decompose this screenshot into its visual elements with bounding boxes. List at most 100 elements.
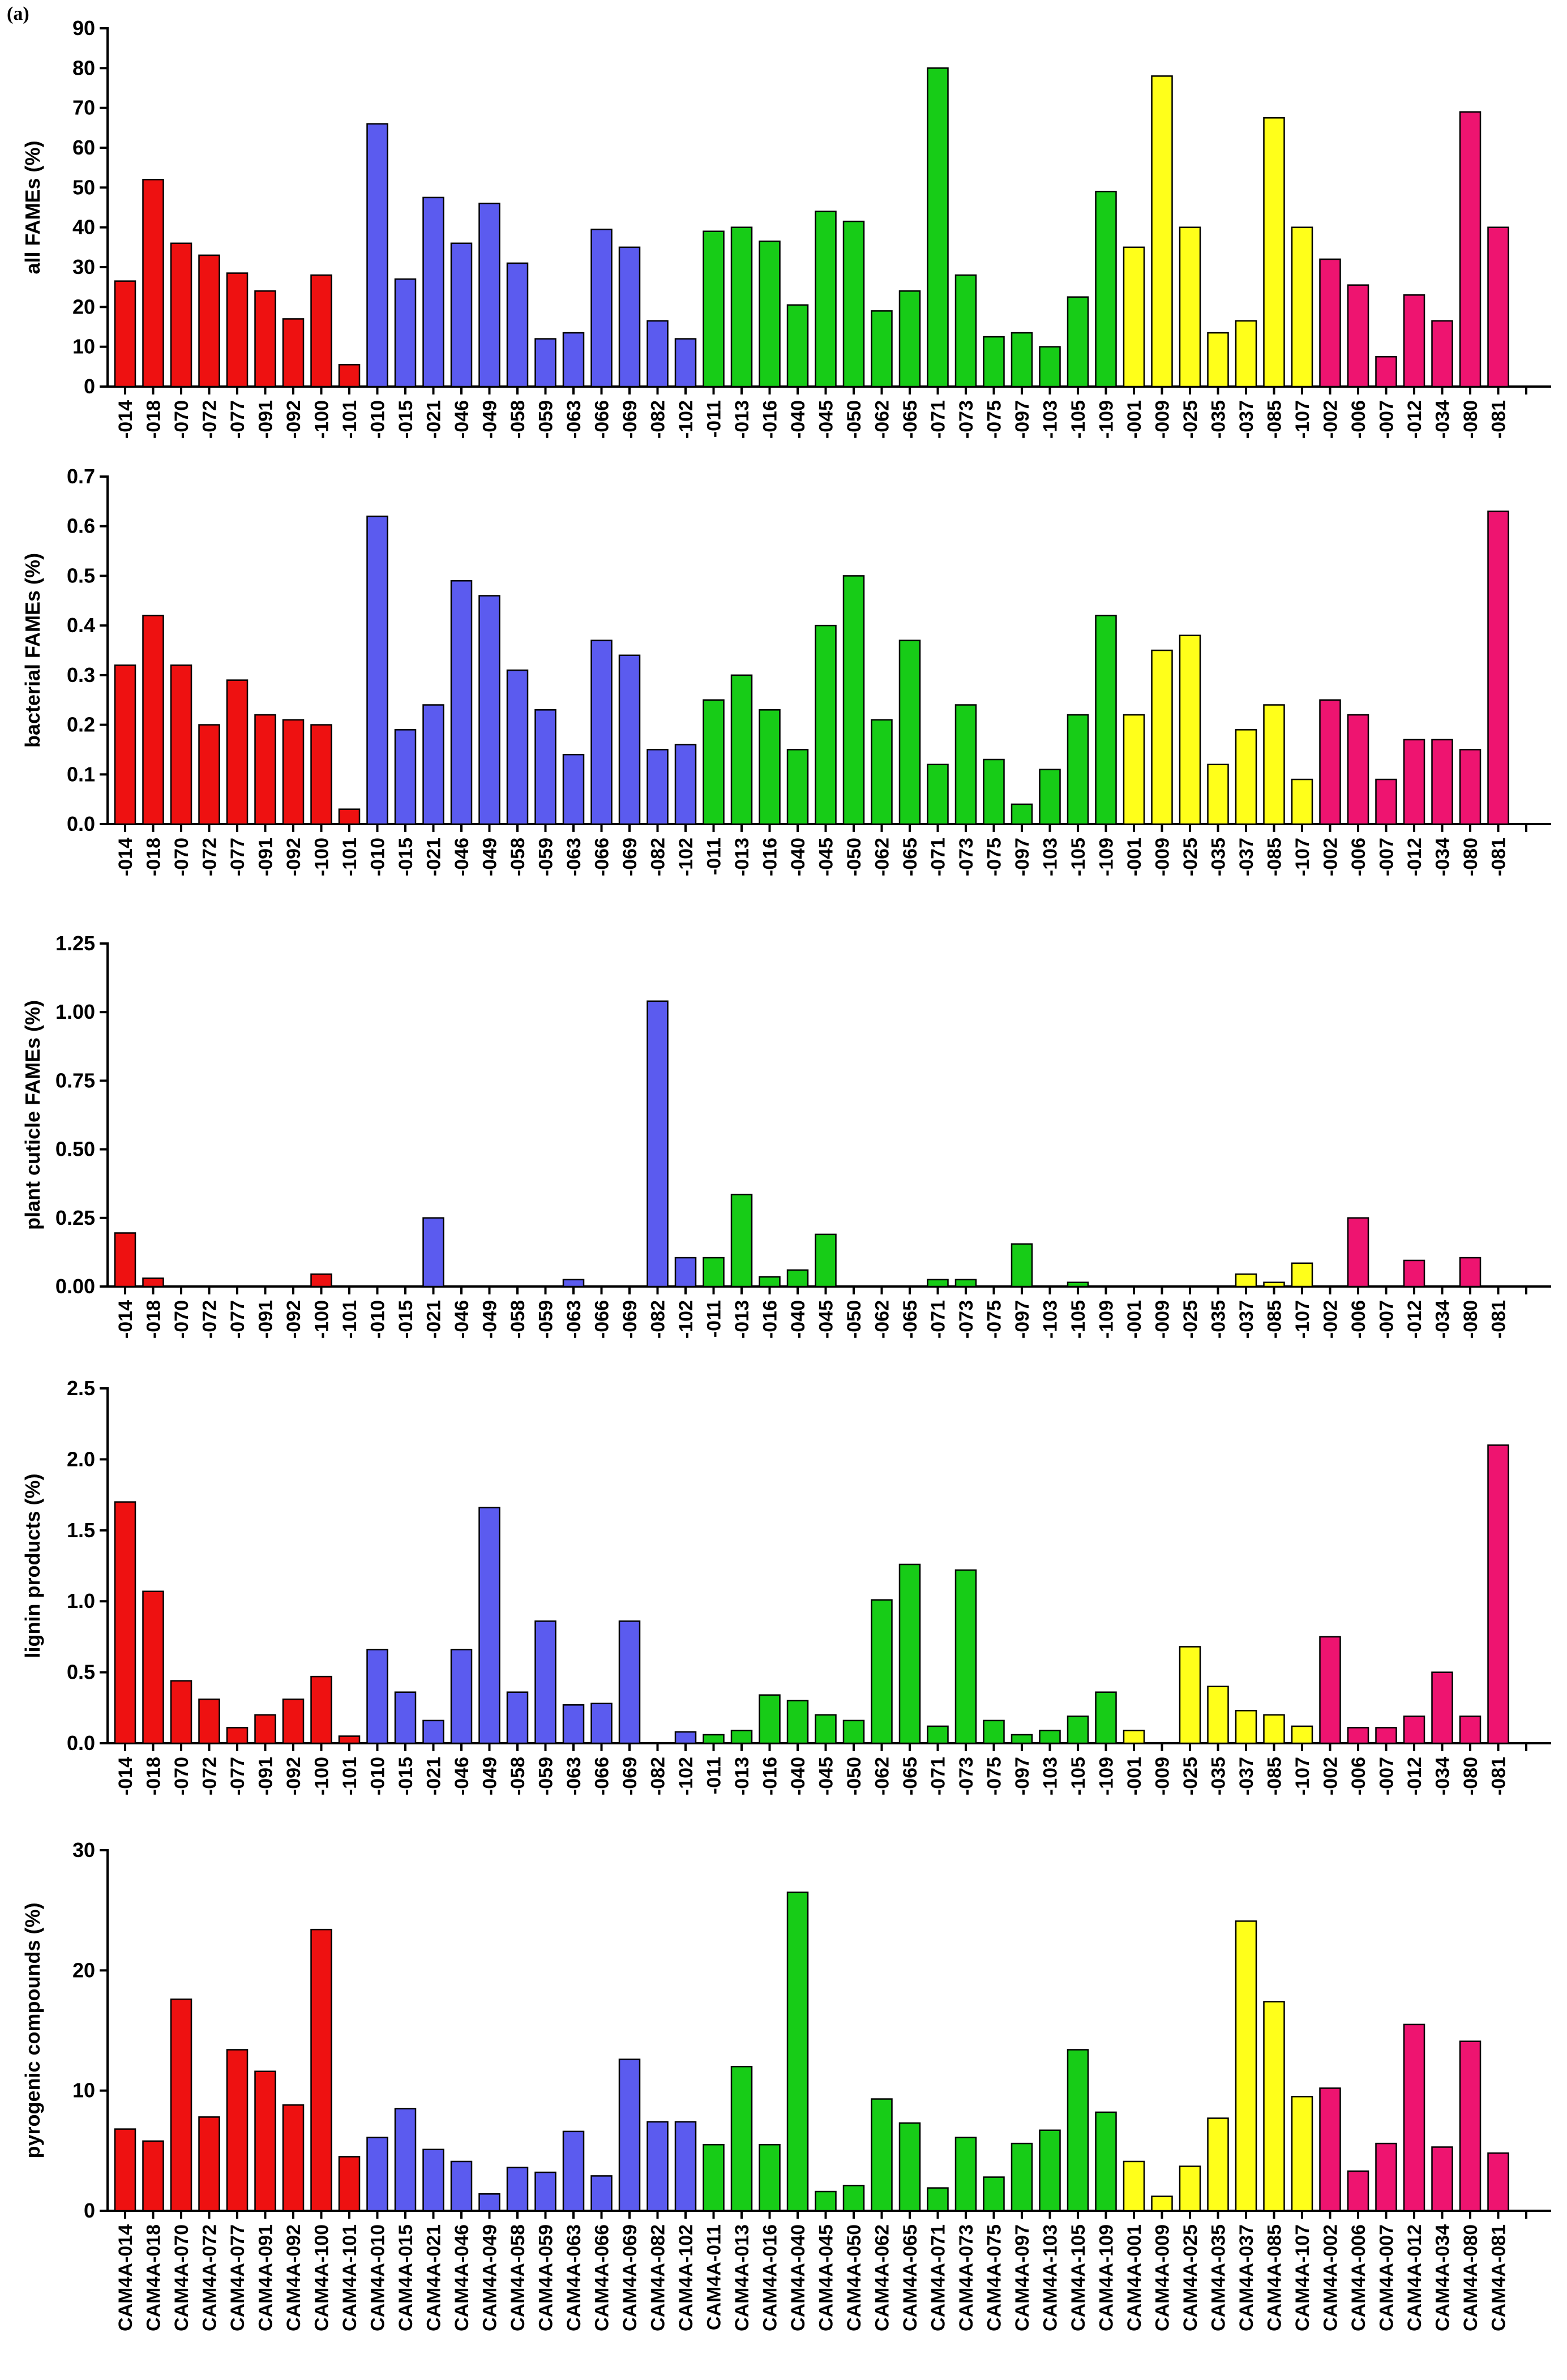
bar <box>366 515 388 825</box>
bar <box>1431 2146 1453 2212</box>
x-tick-label: -107 <box>1292 1300 1313 1339</box>
y-tick-label: 0.1 <box>67 762 95 786</box>
x-tick-label: -012 <box>1404 838 1425 876</box>
chart-panel-5: 0 10 20 30 pyrogenic compounds (%) CAM4A-014 C… <box>21 1838 1551 2331</box>
x-tick-label: -092 <box>283 1300 305 1339</box>
x-tick-label: -021 <box>423 400 445 439</box>
y-axis-title: all FAMEs (%) <box>21 140 44 274</box>
x-tick-label: -050 <box>844 838 865 876</box>
x-tick-label: -101 <box>339 1757 361 1795</box>
bar <box>282 1699 305 1744</box>
x-tick-label: -040 <box>787 1300 809 1339</box>
x-tick-label: CAM4A-034 <box>1432 2224 1454 2331</box>
bar <box>590 640 613 825</box>
bar <box>282 719 305 825</box>
x-tick-label: -070 <box>171 400 192 439</box>
x-tick-label: -037 <box>1236 400 1257 439</box>
bar <box>114 1232 136 1288</box>
x-tick-label: -045 <box>816 1757 837 1795</box>
x-tick-label: CAM4A-035 <box>1208 2224 1230 2331</box>
x-tick-label: -062 <box>872 838 893 876</box>
x-tick-label: -100 <box>311 1757 333 1795</box>
bar <box>1235 1273 1257 1288</box>
x-tick-label: -082 <box>648 838 669 876</box>
bar <box>1095 2111 1117 2212</box>
x-tick-label: -109 <box>1096 838 1118 876</box>
x-tick-label: -059 <box>536 838 557 876</box>
y-tick-label: 90 <box>72 16 95 40</box>
bar <box>954 1569 977 1744</box>
bar <box>394 278 417 388</box>
x-tick-label: CAM4A-014 <box>115 2224 136 2331</box>
x-tick-label: -050 <box>844 400 865 439</box>
bar <box>983 2176 1005 2212</box>
x-tick-label: -062 <box>872 1757 893 1795</box>
x-tick-label: CAM4A-016 <box>760 2224 781 2331</box>
bar <box>226 2049 249 2212</box>
x-tick-label: -010 <box>367 838 389 876</box>
bar <box>422 1217 444 1288</box>
x-tick-label: -071 <box>928 1300 949 1339</box>
bar <box>562 1279 585 1288</box>
bar <box>170 1680 192 1744</box>
x-tick-label: CAM4A-058 <box>507 2224 529 2331</box>
x-tick-label: -015 <box>395 1757 417 1795</box>
x-tick-label: -046 <box>451 1757 473 1795</box>
bar <box>759 1694 781 1744</box>
bar <box>1095 191 1117 388</box>
x-tick-label: CAM4A-082 <box>648 2224 669 2331</box>
bar <box>1263 1714 1285 1744</box>
x-tick-label: -013 <box>731 1300 753 1339</box>
bar <box>1487 226 1509 388</box>
x-tick-label: -100 <box>311 400 333 439</box>
bar <box>366 2137 388 2212</box>
x-tick-label: -001 <box>1124 1300 1145 1339</box>
bar <box>1487 511 1509 825</box>
bar <box>1123 714 1145 825</box>
bar <box>1375 2142 1397 2212</box>
y-tick-label: 0.5 <box>67 564 95 587</box>
x-tick-label: -059 <box>536 1757 557 1795</box>
bar <box>1039 2129 1061 2212</box>
bar <box>170 242 192 388</box>
bar <box>562 332 585 388</box>
bar <box>506 1691 529 1744</box>
x-tick-label: -040 <box>787 400 809 439</box>
x-tick-label: -065 <box>900 400 921 439</box>
bar <box>786 1700 809 1744</box>
x-tick-label: -092 <box>283 1757 305 1795</box>
bar <box>815 2190 837 2212</box>
chart-panel-1: 0 10 20 30 40 50 60 70 80 90 all FAMEs (%) -014 -018… <box>21 16 1551 439</box>
x-tick-label: CAM4A-077 <box>227 2224 249 2331</box>
x-tick-label: -058 <box>507 1300 529 1339</box>
bar <box>1291 1725 1313 1744</box>
bar <box>1235 1710 1257 1744</box>
bar <box>394 2108 417 2212</box>
x-tick-label: CAM4A-045 <box>816 2224 837 2331</box>
bar <box>647 1000 669 1288</box>
y-tick-label: 0.75 <box>55 1069 95 1092</box>
y-tick-label: 0.7 <box>67 465 95 488</box>
x-tick-label: CAM4A-071 <box>928 2224 949 2331</box>
bar <box>1011 1243 1033 1288</box>
bar <box>1067 1281 1089 1288</box>
bar <box>254 714 276 825</box>
bar <box>983 758 1005 825</box>
x-tick-label: -015 <box>395 400 417 439</box>
y-tick-label: 2.5 <box>67 1376 95 1400</box>
bar <box>1039 1730 1061 1744</box>
y-tick-label: 0.50 <box>55 1138 95 1161</box>
bar <box>478 203 500 388</box>
bar <box>730 1194 753 1288</box>
x-tick-label: -013 <box>731 838 753 876</box>
x-tick-label: CAM4A-025 <box>1180 2224 1201 2331</box>
bar <box>450 242 473 388</box>
bar <box>282 318 305 388</box>
x-tick-label: -077 <box>227 838 249 876</box>
x-tick-label: -018 <box>143 400 165 439</box>
x-tick-label: -035 <box>1208 1757 1230 1795</box>
bar <box>422 704 444 825</box>
x-tick-label: -002 <box>1320 1757 1342 1795</box>
x-tick-label: -015 <box>395 838 417 876</box>
